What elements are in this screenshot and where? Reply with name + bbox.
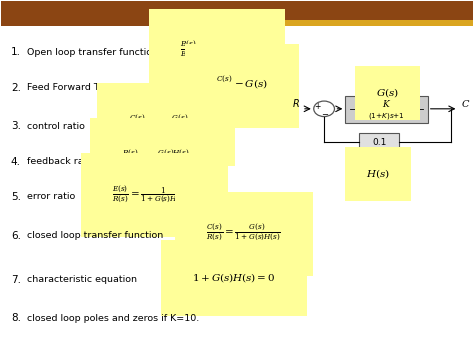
- Text: +: +: [314, 102, 321, 111]
- Text: closed loop poles and zeros if K=10.: closed loop poles and zeros if K=10.: [27, 314, 200, 323]
- Text: 4.: 4.: [11, 157, 21, 166]
- Text: Open loop transfer function: Open loop transfer function: [27, 48, 158, 57]
- Text: 1.: 1.: [11, 48, 21, 58]
- Text: R: R: [292, 99, 299, 109]
- Text: $H(s)$: $H(s)$: [366, 168, 390, 180]
- Text: feedback ratio: feedback ratio: [27, 157, 96, 166]
- Text: error ratio: error ratio: [27, 192, 75, 201]
- FancyBboxPatch shape: [346, 97, 428, 123]
- Text: 0.1: 0.1: [372, 138, 387, 147]
- Text: $\frac{E(s)}{R(s)} = \frac{1}{1+G(s)H(s)}$: $\frac{E(s)}{R(s)} = \frac{1}{1+G(s)H(s)…: [112, 185, 187, 206]
- FancyBboxPatch shape: [199, 20, 473, 26]
- Text: Feed Forward Transfer function: Feed Forward Transfer function: [27, 83, 174, 92]
- Text: control ratio: control ratio: [27, 122, 85, 131]
- Text: 8.: 8.: [11, 313, 21, 323]
- Text: $\frac{C(s)}{R(s)} = \frac{G(s)}{1+G(s)H(s)}$: $\frac{C(s)}{R(s)} = \frac{G(s)}{1+G(s)H…: [128, 114, 203, 135]
- Text: $\frac{C(s)}{R(s)} = \frac{G(s)}{1+G(s)H(s)}$: $\frac{C(s)}{R(s)} = \frac{G(s)}{1+G(s)H…: [206, 223, 281, 244]
- Text: −: −: [321, 110, 328, 119]
- Text: $\frac{C(s)}{E(s)} - G(s)$: $\frac{C(s)}{E(s)} - G(s)$: [216, 75, 268, 97]
- Text: $(1{+}K)s{+}1$: $(1{+}K)s{+}1$: [368, 111, 405, 121]
- Text: 3.: 3.: [11, 121, 21, 131]
- Text: 5.: 5.: [11, 192, 21, 202]
- FancyBboxPatch shape: [359, 133, 400, 151]
- Text: 2.: 2.: [11, 83, 21, 93]
- Text: $K$: $K$: [382, 98, 391, 109]
- Text: $\frac{B(s)}{R(s)} = \frac{G(s)H(s)}{1+G(s)H(s)}$: $\frac{B(s)}{R(s)} = \frac{G(s)H(s)}{1+G…: [121, 149, 196, 170]
- Text: 6.: 6.: [11, 231, 21, 241]
- Text: characteristic equation: characteristic equation: [27, 275, 137, 284]
- Text: $\frac{B(s)}{E(s)} = G(s)H(s)$: $\frac{B(s)}{E(s)} = G(s)H(s)$: [181, 40, 254, 61]
- Text: $1 + G(s)H(s) = 0$: $1 + G(s)H(s) = 0$: [192, 272, 275, 284]
- Text: closed loop transfer function: closed loop transfer function: [27, 231, 164, 240]
- Text: $C$: $C$: [461, 98, 470, 109]
- Text: $G(s)$: $G(s)$: [376, 87, 399, 99]
- Text: 7.: 7.: [11, 275, 21, 285]
- FancyBboxPatch shape: [1, 1, 473, 26]
